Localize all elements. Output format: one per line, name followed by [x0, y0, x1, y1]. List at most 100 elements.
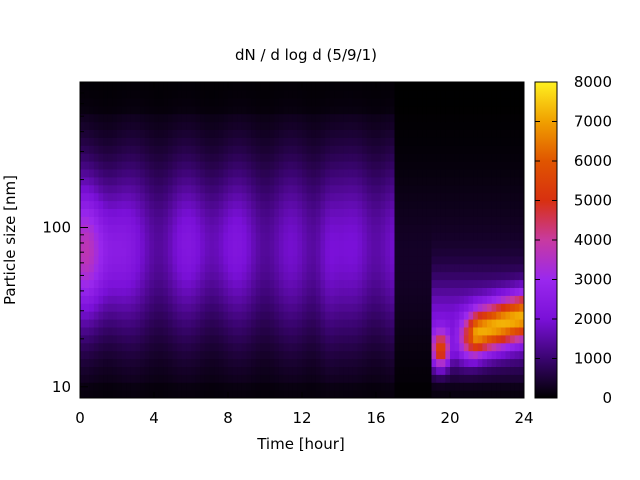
heatmap-cell [491, 121, 497, 130]
heatmap-cell [362, 113, 368, 123]
heatmap-cell [135, 303, 141, 312]
heatmap-cell [422, 184, 428, 194]
heatmap-cell [459, 129, 465, 138]
heatmap-cell [389, 105, 396, 115]
heatmap-cell [246, 82, 252, 91]
heatmap-cell [436, 161, 442, 170]
heatmap-cell [93, 82, 100, 91]
heatmap-cell [93, 113, 100, 123]
heatmap-cell [209, 192, 215, 202]
heatmap-cell [232, 161, 238, 170]
heatmap-cell [200, 279, 206, 288]
heatmap-cell [436, 89, 442, 99]
heatmap-cell [195, 105, 201, 115]
heatmap-cell [288, 287, 294, 296]
heatmap-cell [204, 153, 211, 162]
heatmap-cell [426, 129, 433, 138]
heatmap-cell [487, 366, 493, 375]
heatmap-cell [121, 129, 127, 138]
heatmap-cell [487, 390, 493, 398]
heatmap-cell [431, 232, 437, 241]
heatmap-cell [246, 263, 252, 273]
heatmap-cell [265, 240, 271, 249]
heatmap-cell [167, 121, 174, 130]
heatmap-cell [112, 176, 118, 186]
heatmap-cell [315, 382, 322, 391]
heatmap-cell [519, 161, 524, 170]
heatmap-cell [408, 105, 414, 115]
heatmap-cell [482, 279, 488, 288]
heatmap-cell [274, 358, 280, 367]
heatmap-cell [315, 350, 322, 360]
heatmap-cell [246, 113, 252, 123]
heatmap-cell [473, 161, 479, 170]
heatmap-cell [385, 153, 391, 162]
heatmap-cell [514, 161, 520, 170]
heatmap-cell [140, 358, 146, 367]
colorbar-tick-label: 1000 [574, 350, 612, 368]
heatmap-cell [403, 255, 409, 265]
heatmap-cell [237, 105, 243, 115]
heatmap-cell [329, 82, 335, 91]
heatmap-cell [209, 311, 215, 320]
heatmap-cell [496, 200, 502, 209]
heatmap-cell [107, 208, 113, 217]
heatmap-cell [251, 192, 257, 202]
heatmap-cell [339, 216, 345, 225]
heatmap-cell [459, 263, 465, 273]
heatmap-cell [98, 97, 104, 107]
heatmap-cell [380, 184, 386, 194]
heatmap-cell [218, 89, 224, 99]
heatmap-cell [459, 374, 465, 383]
heatmap-cell [473, 271, 479, 281]
heatmap-cell [399, 271, 405, 281]
heatmap-cell [311, 390, 317, 398]
heatmap-cell [380, 263, 386, 273]
heatmap-cell [260, 137, 266, 146]
heatmap-cell [348, 105, 354, 115]
heatmap-cell [468, 303, 474, 312]
heatmap-cell [218, 232, 224, 241]
heatmap-cell [265, 137, 271, 146]
heatmap-cell [454, 89, 460, 99]
colorbar-tick-label: 6000 [574, 152, 612, 170]
heatmap-cell [181, 192, 187, 202]
heatmap-cell [459, 216, 465, 225]
heatmap-cell [204, 184, 211, 194]
heatmap-cell [191, 200, 197, 209]
heatmap-cell [80, 390, 86, 398]
heatmap-cell [177, 303, 183, 312]
heatmap-cell [255, 168, 261, 178]
heatmap-cell [195, 303, 201, 312]
heatmap-cell [228, 113, 234, 123]
heatmap-cell [487, 184, 493, 194]
heatmap-cell [288, 176, 294, 186]
heatmap-cell [195, 113, 201, 123]
heatmap-cell [496, 263, 502, 273]
heatmap-cell [385, 240, 391, 249]
heatmap-cell [311, 129, 317, 138]
heatmap-cell [394, 232, 400, 241]
heatmap-cell [98, 82, 104, 91]
heatmap-cell [505, 311, 511, 320]
heatmap-cell [228, 271, 234, 281]
heatmap-cell [329, 279, 335, 288]
heatmap-cell [255, 263, 261, 273]
heatmap-cell [496, 97, 502, 107]
heatmap-cell [172, 145, 178, 154]
heatmap-cell [98, 382, 104, 391]
heatmap-cell [408, 97, 414, 107]
heatmap-cell [371, 319, 377, 328]
heatmap-cell [103, 240, 109, 249]
heatmap-cell [491, 82, 497, 91]
heatmap-cell [339, 255, 345, 265]
heatmap-cell [172, 137, 178, 146]
heatmap-cell [450, 366, 456, 375]
heatmap-cell [362, 366, 368, 375]
heatmap-cell [417, 326, 423, 336]
heatmap-cell [172, 153, 178, 162]
heatmap-cell [431, 390, 437, 398]
heatmap-cell [172, 247, 178, 257]
heatmap-cell [288, 255, 294, 265]
